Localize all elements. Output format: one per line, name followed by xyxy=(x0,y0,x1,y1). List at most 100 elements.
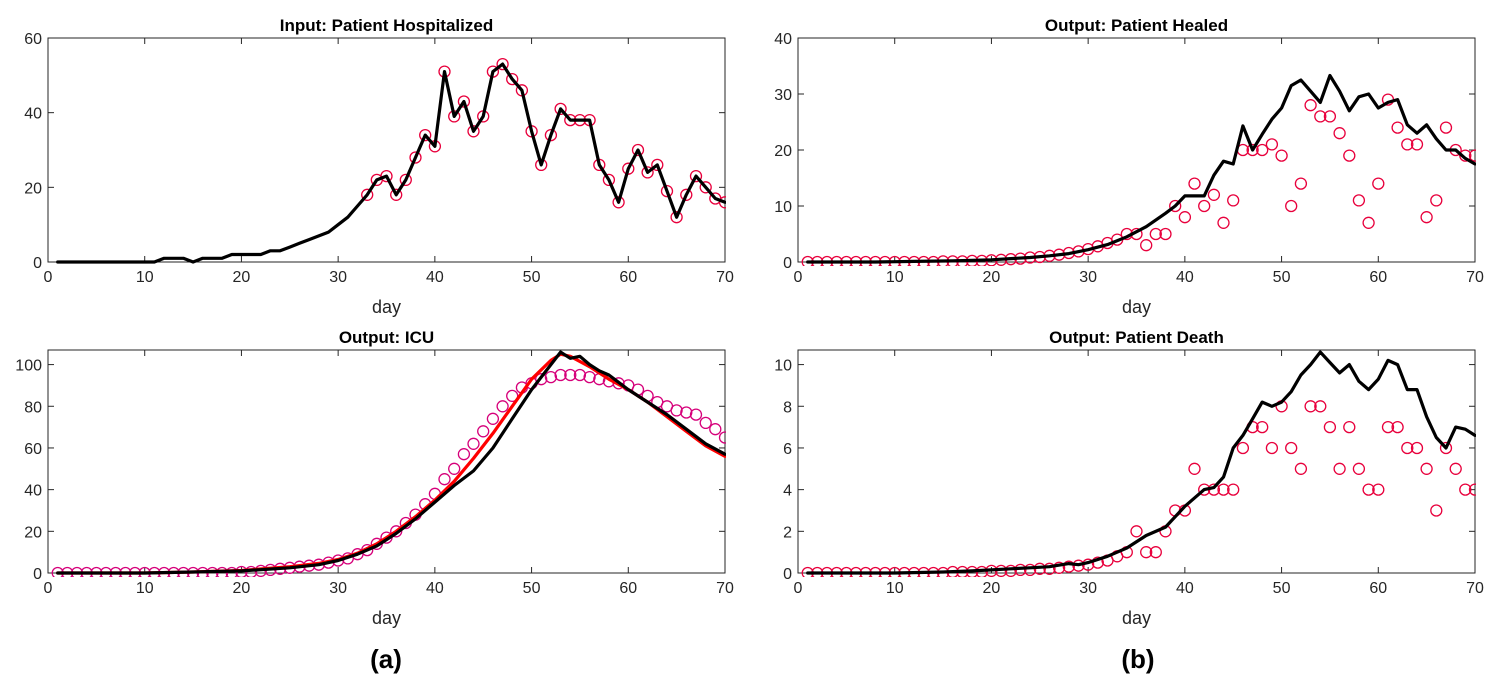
healed-ytick-label: 10 xyxy=(774,199,792,216)
icu-series-2-point xyxy=(573,368,587,382)
healed-series-1-point xyxy=(1372,177,1385,190)
healed-series-1-point xyxy=(1333,127,1346,140)
hospitalized-ytick-label: 40 xyxy=(24,106,42,123)
icu-xtick-label: 0 xyxy=(44,580,53,597)
death-series-1-point xyxy=(1430,504,1443,517)
death-series-1-point xyxy=(1352,462,1366,475)
death-series-1-point xyxy=(1052,561,1066,574)
healed-xtick-label: 10 xyxy=(886,269,904,286)
icu-series-2-point xyxy=(457,448,471,461)
hospitalized-ytick-label: 20 xyxy=(24,180,42,197)
death-xtick-label: 0 xyxy=(794,580,803,597)
healed-series-1-point xyxy=(1246,143,1259,157)
icu-ytick-label: 20 xyxy=(24,524,42,541)
hospitalized-xtick-label: 10 xyxy=(136,269,154,286)
hospitalized-title: Input: Patient Hospitalized xyxy=(280,16,493,35)
death-series-1-point xyxy=(1188,462,1201,475)
hospitalized-series-1-point xyxy=(689,169,703,183)
death-series-1-point xyxy=(1439,441,1453,455)
hospitalized-xtick-label: 60 xyxy=(619,269,637,286)
healed-axes-box xyxy=(797,37,1476,263)
icu-ytick-label: 0 xyxy=(33,566,42,583)
death-ytick-label: 8 xyxy=(783,399,792,416)
icu-series-2-point xyxy=(554,368,567,382)
hospitalized-ytick-label: 60 xyxy=(24,31,42,48)
hospitalized-series-1-point xyxy=(554,102,567,116)
healed-series-1-point xyxy=(1275,149,1288,162)
hospitalized-series-1-point xyxy=(544,128,558,142)
healed-series-1-point xyxy=(1285,199,1298,213)
icu-title: Output: ICU xyxy=(339,328,434,347)
death-series-1-point xyxy=(1314,400,1327,413)
icu-series-2-point xyxy=(486,412,500,425)
death-series-1-point xyxy=(1062,560,1075,573)
icu-xtick-label: 50 xyxy=(523,580,541,597)
icu-ytick-label: 40 xyxy=(24,483,42,500)
hospitalized-series-1-point xyxy=(409,151,422,164)
death-series-1-point xyxy=(1265,441,1279,455)
healed-series-1-point xyxy=(1410,138,1424,151)
death-series-1-point xyxy=(1043,562,1056,575)
death-series-1-point xyxy=(1227,483,1240,496)
death-series-1-point xyxy=(1362,483,1375,496)
death-series-1-point xyxy=(1333,462,1346,475)
healed-series-1-point xyxy=(1227,194,1240,207)
icu-series-2-point xyxy=(448,462,461,475)
healed-xtick-label: 50 xyxy=(1273,269,1291,286)
death-series-1-point xyxy=(1323,420,1337,434)
hospitalized-xtick-label: 20 xyxy=(233,269,251,286)
icu-ytick-label: 100 xyxy=(15,358,42,375)
healed-series-1-point xyxy=(1468,149,1476,162)
hospitalized-series-1-point xyxy=(496,57,509,71)
death-series-1-point xyxy=(1420,462,1433,475)
icu-series-1-line xyxy=(56,350,726,575)
icu-xtick-label: 40 xyxy=(426,580,444,597)
healed-series-1-point xyxy=(1323,110,1337,123)
death-series-0-line xyxy=(806,350,1476,575)
icu-ytick-label: 80 xyxy=(24,399,42,416)
icu-series-2-point xyxy=(564,368,577,382)
death-ytick-label: 0 xyxy=(783,566,792,583)
icu-xtick-label: 20 xyxy=(233,580,251,597)
icu-xlabel: day xyxy=(372,608,401,628)
icu-series-2-point xyxy=(718,431,726,444)
death-series-1-point xyxy=(1217,483,1230,496)
death-xtick-label: 70 xyxy=(1466,580,1484,597)
plot-patient-death: Output: Patient Death 0 10 20 30 40 50 60 70 0 2 4 6… xyxy=(774,328,1484,628)
healed-series-1-point xyxy=(1304,99,1317,112)
hospitalized-xlabel: day xyxy=(372,297,401,317)
death-series-1-point xyxy=(1236,441,1250,455)
icu-series-2-point xyxy=(535,373,548,386)
death-series-1-point xyxy=(1468,483,1476,496)
hospitalized-series-1-point xyxy=(399,173,412,187)
death-series-1-point xyxy=(1140,546,1153,559)
hospitalized-series-1-point xyxy=(641,166,654,179)
icu-ytick-label: 60 xyxy=(24,441,42,458)
healed-xtick-label: 30 xyxy=(1079,269,1097,286)
healed-series-1-point xyxy=(1314,110,1327,123)
panel-label-b: (b) xyxy=(1121,644,1154,674)
death-xtick-label: 50 xyxy=(1273,580,1291,597)
hospitalized-series-1-point xyxy=(361,188,374,201)
icu-series-2-point xyxy=(699,416,712,430)
healed-series-0-line xyxy=(806,73,1476,264)
healed-series-1-point xyxy=(1188,177,1201,190)
hospitalized-xtick-label: 50 xyxy=(523,269,541,286)
healed-xtick-label: 40 xyxy=(1176,269,1194,286)
death-ytick-label: 2 xyxy=(783,524,792,541)
healed-series-1-point xyxy=(1352,194,1366,207)
healed-series-1-point xyxy=(1256,143,1269,157)
death-ytick-label: 10 xyxy=(774,358,792,375)
icu-series-2-point xyxy=(583,370,596,384)
plot-patient-healed: Output: Patient Healed 0 10 20 30 40 50 60 70 0 10… xyxy=(774,16,1484,317)
death-series-1-point xyxy=(1449,462,1462,475)
hospitalized-series-1-point xyxy=(602,173,616,187)
death-plot-area xyxy=(801,350,1476,577)
hospitalized-series-1-point xyxy=(651,158,664,172)
hospitalized-series-1-point xyxy=(419,128,432,142)
hospitalized-series-1-point xyxy=(467,125,480,138)
death-series-1-point xyxy=(1459,483,1472,496)
death-series-1-point xyxy=(1372,483,1385,496)
healed-series-1-point xyxy=(1420,211,1433,224)
healed-xtick-label: 0 xyxy=(794,269,803,286)
